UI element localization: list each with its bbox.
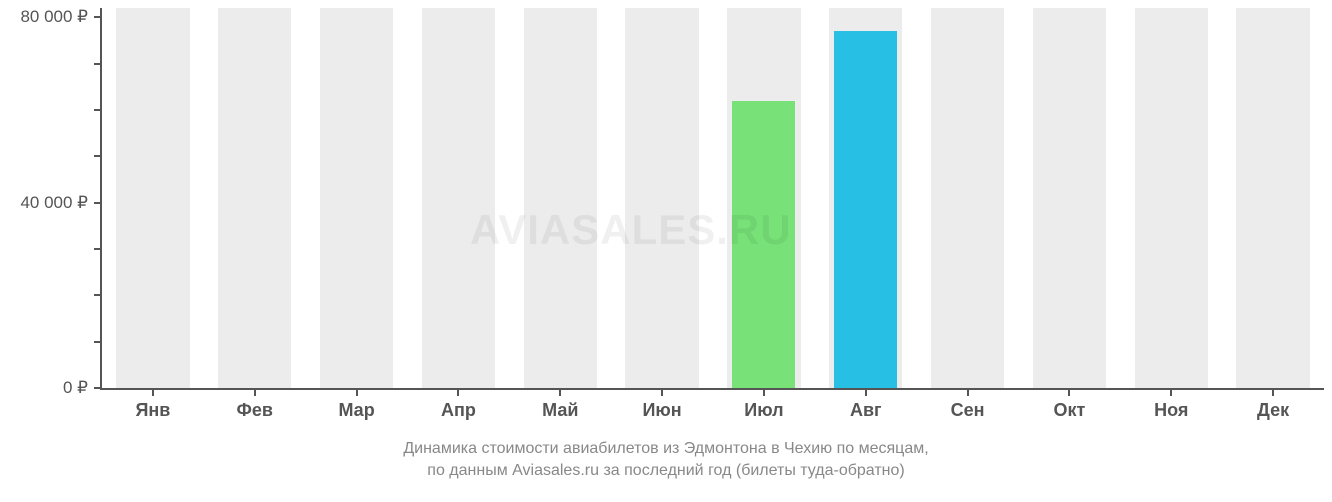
y-axis-tick-mark: [94, 63, 102, 65]
x-axis-tick-label: Дек: [1257, 400, 1289, 421]
y-axis-tick-mark: [94, 387, 102, 389]
x-axis-tick-label: Окт: [1054, 400, 1086, 421]
month-background-band: [1033, 8, 1106, 388]
y-axis-tick-mark: [94, 155, 102, 157]
month-background-band: [524, 8, 597, 388]
price-by-month-chart: 0 ₽ 40 000 ₽ 80 000 ₽ Янв Фев Мар Апр Май Июн Июл…: [0, 0, 1332, 502]
month-background-band: [931, 8, 1004, 388]
y-axis-tick-mark: [94, 16, 102, 18]
y-axis-line: [100, 8, 102, 388]
x-axis-tick-mark: [559, 388, 561, 396]
month-background-band: [422, 8, 495, 388]
y-axis-tick-mark: [94, 248, 102, 250]
x-axis-tick-mark: [1068, 388, 1070, 396]
x-axis-tick-mark: [254, 388, 256, 396]
x-axis-tick-label: Фев: [237, 400, 273, 421]
x-axis-tick-label: Июн: [642, 400, 681, 421]
chart-caption: Динамика стоимости авиабилетов из Эдмонт…: [0, 438, 1332, 481]
price-bar: [834, 31, 897, 388]
x-axis-tick-label: Авг: [850, 400, 882, 421]
month-background-band: [625, 8, 698, 388]
y-axis-tick-mark: [94, 202, 102, 204]
x-axis-tick-mark: [1272, 388, 1274, 396]
x-axis-tick-label: Июл: [744, 400, 783, 421]
plot-area: 0 ₽40 000 ₽80 000 ₽ЯнвФевМарАпрМайИюнИюл…: [102, 8, 1324, 388]
x-axis-tick-label: Сен: [951, 400, 985, 421]
x-axis-tick-mark: [457, 388, 459, 396]
month-background-band: [320, 8, 393, 388]
x-axis-line: [100, 388, 1324, 390]
x-axis-tick-label: Апр: [441, 400, 476, 421]
caption-line-1: Динамика стоимости авиабилетов из Эдмонт…: [0, 438, 1332, 460]
month-background-band: [218, 8, 291, 388]
month-background-band: [1135, 8, 1208, 388]
x-axis-tick-label: Май: [542, 400, 578, 421]
y-axis-tick-label: 40 000 ₽: [20, 193, 90, 213]
x-axis-tick-mark: [1170, 388, 1172, 396]
x-axis-tick-mark: [967, 388, 969, 396]
x-axis-tick-mark: [661, 388, 663, 396]
y-axis-tick-mark: [94, 109, 102, 111]
y-axis-tick-mark: [94, 341, 102, 343]
x-axis-tick-mark: [356, 388, 358, 396]
month-background-band: [1236, 8, 1309, 388]
y-axis-tick-label: 80 000 ₽: [20, 7, 90, 27]
x-axis-tick-mark: [152, 388, 154, 396]
x-axis-tick-mark: [865, 388, 867, 396]
y-axis-tick-mark: [94, 294, 102, 296]
caption-line-2: по данным Aviasales.ru за последний год …: [0, 460, 1332, 482]
price-bar: [732, 101, 795, 388]
x-axis-tick-mark: [763, 388, 765, 396]
month-background-band: [116, 8, 189, 388]
x-axis-tick-label: Ноя: [1154, 400, 1188, 421]
x-axis-tick-label: Янв: [135, 400, 170, 421]
x-axis-tick-label: Мар: [338, 400, 374, 421]
y-axis-tick-label: 0 ₽: [63, 378, 90, 398]
